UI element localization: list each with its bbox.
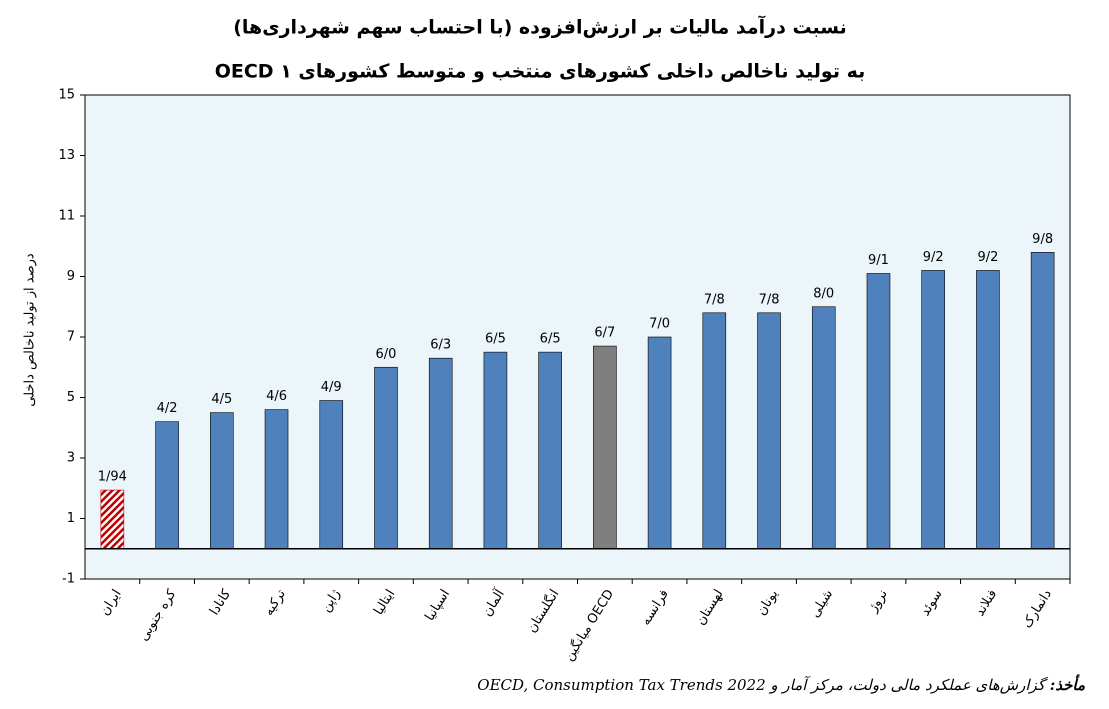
bar (428, 357, 453, 550)
chart-title: نسبت درآمد مالیات بر ارزش‌افزوده (با احت… (233, 15, 847, 39)
bar (976, 270, 1000, 550)
chart-subtitle: به تولید ناخالص داخلی کشورهای منتخب و مت… (215, 61, 866, 83)
data-label: 8/0 (813, 286, 834, 301)
bar (483, 351, 508, 550)
x-tick-label: میانگین OECD (561, 586, 618, 663)
data-label: 4/6 (266, 389, 287, 404)
bar (866, 273, 891, 550)
data-label: 6/5 (485, 332, 506, 347)
data-label: 6/0 (376, 347, 397, 362)
x-tick-label: ایتالیا (371, 587, 398, 618)
x-tick-label: شیلی (808, 587, 837, 620)
data-label: 6/5 (540, 332, 561, 347)
bar (100, 489, 125, 550)
data-label: 7/8 (759, 292, 780, 307)
source: مأخذ: گزارش‌های عملکرد مالی دولت، مرکز آ… (477, 674, 1085, 694)
data-label: 9/2 (923, 250, 944, 265)
data-label: 6/3 (430, 338, 451, 353)
x-tick-label: ایران (97, 587, 124, 618)
x-tick-label: دانمارک (1020, 587, 1055, 631)
data-label: 7/0 (649, 317, 670, 332)
y-tick-label: 13 (58, 148, 75, 163)
y-tick-label: 11 (58, 209, 75, 224)
x-tick-label: انگلستان (524, 586, 563, 635)
y-tick-label: 7 (67, 330, 75, 345)
x-tick-label: فرانسه (638, 587, 671, 628)
x-tick-label: سوئد (918, 587, 946, 619)
x-tick-label: ترکیه (261, 587, 289, 619)
x-tick-label: نروژ (865, 587, 891, 616)
data-label: 4/5 (211, 392, 232, 407)
bar (155, 421, 179, 550)
y-tick-label: -1 (62, 572, 75, 587)
bar (647, 336, 672, 550)
x-tick-label: کانادا (207, 586, 235, 618)
y-axis-label: درصد از تولید ناخالص داخلی (23, 253, 38, 407)
y-tick-label: 1 (67, 511, 75, 526)
bar (264, 409, 289, 550)
data-label: 9/2 (977, 250, 998, 265)
x-tick-label: لهستان (693, 587, 726, 628)
y-tick-label: 9 (67, 269, 75, 284)
data-label: 4/9 (321, 380, 342, 395)
source-text: گزارش‌های عملکرد مالی دولت، مرکز آمار و … (477, 675, 1049, 694)
bar (374, 366, 398, 550)
x-tick-label: ژاپن (318, 587, 343, 615)
bar (210, 412, 234, 550)
bar (593, 345, 617, 550)
data-label: 6/7 (594, 326, 615, 341)
bar (1030, 252, 1055, 550)
bar (757, 312, 781, 550)
data-label: 1/94 (98, 470, 127, 485)
x-tick-label: کره جنوبی (136, 586, 180, 643)
bar (921, 270, 945, 550)
plot-area (84, 94, 1071, 580)
y-tick-label: 3 (67, 451, 75, 466)
x-tick-label: اسپانیا (422, 587, 453, 624)
bar (811, 306, 836, 550)
data-label: 7/8 (704, 292, 725, 307)
y-tick-label: 5 (67, 390, 75, 405)
x-tick-label: آلمان (478, 585, 508, 619)
bar (319, 400, 344, 550)
data-label: 9/1 (868, 253, 889, 268)
bar (538, 351, 562, 550)
bar (702, 312, 727, 550)
y-tick-label: 15 (58, 88, 75, 103)
data-label: 9/8 (1032, 232, 1053, 247)
x-tick-label: یونان (754, 587, 781, 619)
x-tick-label: فنلاند (973, 587, 1001, 619)
data-label: 4/2 (157, 401, 178, 416)
source-label: مأخذ: (1050, 674, 1085, 694)
